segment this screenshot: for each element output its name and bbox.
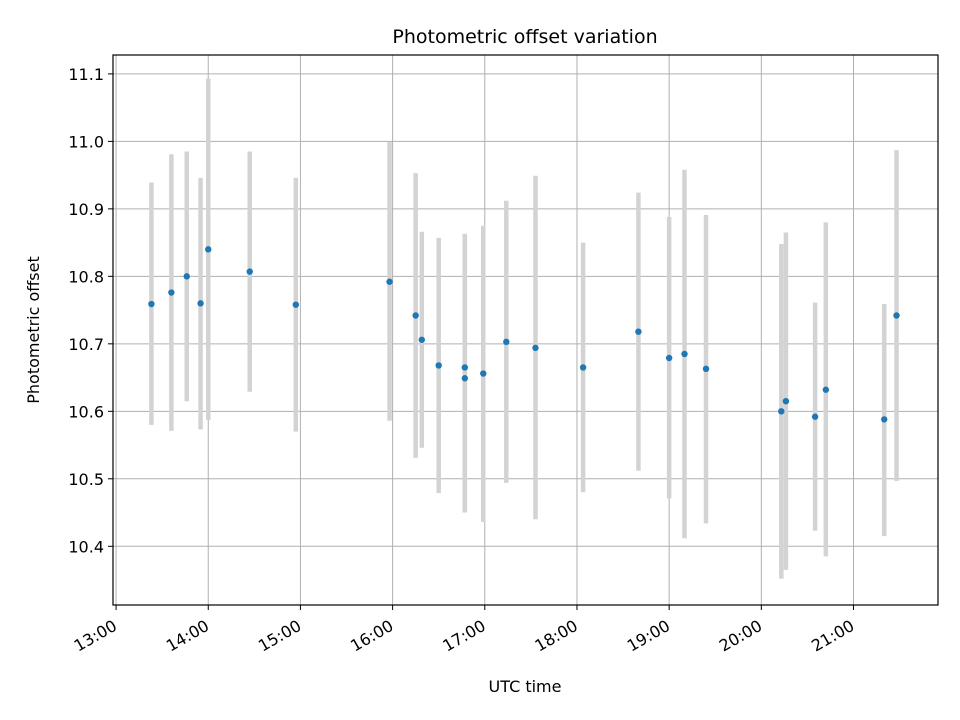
- data-point: [183, 273, 190, 280]
- y-tick-label: 11.1: [68, 65, 104, 84]
- data-point: [197, 300, 204, 307]
- data-point: [782, 397, 790, 405]
- data-point: [292, 301, 300, 308]
- data-point: [811, 413, 819, 420]
- data-point: [412, 312, 419, 319]
- data-point: [168, 289, 175, 296]
- data-points: [148, 246, 900, 423]
- y-tick-label: 11.0: [68, 132, 104, 151]
- plot-area-frame: [112, 54, 939, 606]
- y-tick-label: 10.8: [68, 267, 104, 286]
- y-tick-label: 10.9: [68, 200, 104, 219]
- grid: [113, 55, 938, 605]
- data-point: [822, 386, 830, 393]
- data-point: [579, 364, 587, 371]
- y-axis-label: Photometric offset: [24, 256, 43, 404]
- data-point: [635, 328, 642, 335]
- y-tick-label: 10.5: [68, 470, 104, 489]
- y-tick-label: 10.7: [68, 335, 104, 354]
- data-point: [881, 416, 888, 423]
- y-tick-label: 10.4: [68, 537, 104, 556]
- data-point: [418, 336, 425, 343]
- data-point: [461, 375, 469, 382]
- y-axis: 10.4 10.5 10.6 10.7 10.8 10.9 11.0 11.1: [68, 65, 113, 556]
- data-point: [461, 364, 469, 371]
- data-point: [148, 300, 155, 308]
- data-point: [778, 408, 785, 415]
- data-point: [702, 365, 710, 373]
- data-point: [665, 354, 673, 362]
- data-point: [435, 362, 442, 369]
- data-point: [532, 344, 539, 352]
- data-point: [681, 350, 688, 358]
- chart-title: Photometric offset variation: [392, 26, 657, 48]
- data-point: [503, 338, 510, 346]
- data-point: [893, 312, 900, 319]
- data-point: [205, 246, 212, 253]
- y-tick-label: 10.6: [68, 402, 104, 421]
- data-point: [386, 278, 393, 285]
- x-axis-label: UTC time: [489, 677, 562, 696]
- data-point: [246, 268, 253, 275]
- data-point: [480, 370, 487, 377]
